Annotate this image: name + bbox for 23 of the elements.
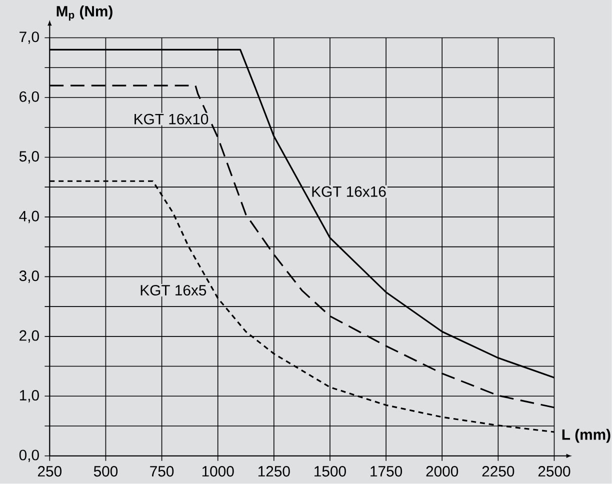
x-tick-label: 750 [150, 466, 174, 477]
y-tick-label: 2,0 [20, 330, 39, 343]
x-tick-label: 2250 [482, 466, 514, 477]
y-tick-label: 0,0 [19, 450, 39, 462]
x-axis-title: L (mm) [562, 429, 610, 443]
y-tick-label: 5,0 [19, 151, 39, 164]
series-label: KGT 16x5 [140, 285, 206, 296]
y-axis-title: M$_{p}$ (Nm) [56, 6, 112, 21]
x-tick-label: 500 [94, 466, 118, 477]
y-tick-label: 7,0 [20, 32, 39, 44]
y-tick-label: 3,0 [19, 270, 39, 283]
x-tick-label: 1250 [258, 466, 290, 477]
x-tick-label: 250 [38, 466, 62, 477]
y-tick-label: 1,0 [20, 390, 39, 402]
y-tick-label: 6,0 [20, 91, 39, 104]
x-tick-label: 2000 [426, 466, 458, 477]
series-label: KGT 16x16 [312, 186, 386, 197]
y-tick-label: 4,0 [19, 210, 39, 224]
x-tick-label: 1500 [314, 466, 346, 477]
x-tick-label: 1000 [202, 466, 234, 477]
x-tick-label: 1750 [370, 466, 402, 477]
series-label: KGT 16x10 [134, 114, 208, 125]
x-tick-label: 2500 [538, 466, 570, 477]
